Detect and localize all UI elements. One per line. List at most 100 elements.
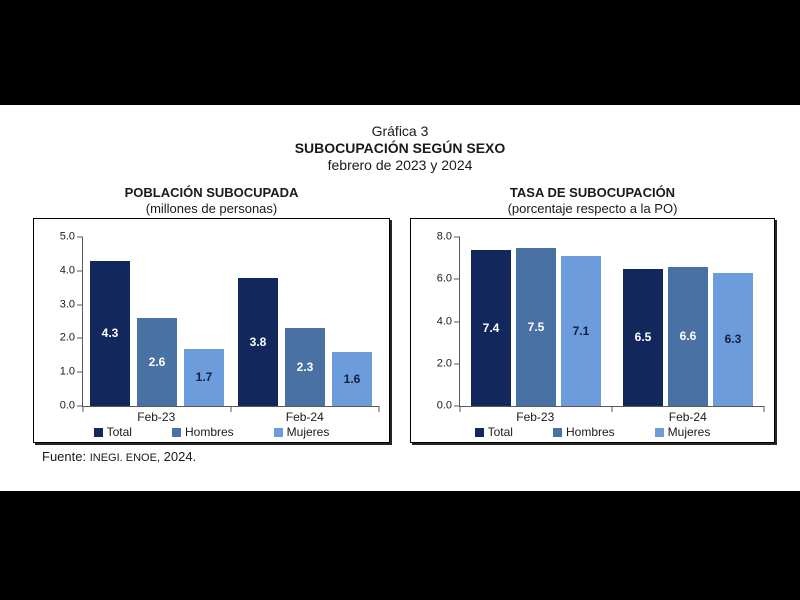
- plot-area: 8.0 6.0 4.0 2.0 0.0 7.4 7.5 7.1 6.5 6.6 6.3: [437, 231, 765, 412]
- bar-value-label: 6.5: [634, 330, 652, 345]
- x-tick-mark: [230, 406, 232, 412]
- bar-hombres-feb-23: 7.5: [516, 247, 556, 406]
- bar-total-feb-24: 6.5: [623, 268, 663, 406]
- plot-area: 5.0 4.0 3.0 2.0 1.0 0.0 4.3 2.6 1.7 3.8 2.3 1.6: [60, 231, 380, 412]
- bar-group-feb-24: 3.8 2.3 1.6: [231, 237, 379, 406]
- y-tick-mark: [77, 337, 83, 339]
- x-tick-mark: [378, 406, 380, 412]
- x-category-label: Feb-23: [137, 410, 176, 424]
- bar-mujeres-feb-23: 7.1: [561, 256, 601, 406]
- x-axis-labels: Feb-23 Feb-24: [459, 410, 764, 424]
- chart-panel: 8.0 6.0 4.0 2.0 0.0 7.4 7.5 7.1 6.5 6.6 6.3 Feb-23…: [410, 218, 775, 443]
- x-category-label: Feb-24: [668, 410, 707, 424]
- source-prefix: Fuente:: [42, 449, 87, 464]
- bar-total-feb-24: 3.8: [238, 277, 278, 406]
- bar-value-label: 2.3: [296, 360, 314, 375]
- x-tick-mark: [82, 406, 84, 412]
- y-tick-mark: [454, 321, 460, 322]
- legend-item-total: Total: [474, 425, 513, 439]
- bar-total-feb-23: 7.4: [471, 249, 511, 406]
- y-tick-mark: [77, 304, 83, 306]
- bar-value-label: 7.4: [482, 320, 500, 335]
- bar-group-feb-23: 7.4 7.5 7.1: [460, 237, 612, 406]
- bar-value-label: 3.8: [249, 334, 267, 349]
- figure-title: SUBOCUPACIÓN SEGÚN SEXO: [294, 140, 506, 156]
- bar-mujeres-feb-24: 1.6: [332, 351, 372, 406]
- chart-poblacion-subocupada: POBLACIÓN SUBOCUPADA (millones de person…: [33, 185, 390, 443]
- chart-title: POBLACIÓN SUBOCUPADA: [124, 185, 299, 200]
- legend-item-mujeres: Mujeres: [273, 425, 330, 439]
- y-tick-label: 1.0: [59, 365, 75, 378]
- bar-value-label: 1.7: [195, 370, 213, 385]
- chart-panel: 5.0 4.0 3.0 2.0 1.0 0.0 4.3 2.6 1.7 3.8 2.3 1.6 Feb…: [33, 218, 390, 443]
- figure-header: Gráfica 3 SUBOCUPACIÓN SEGÚN SEXO febrer…: [0, 123, 800, 174]
- legend-swatch-icon: [654, 427, 664, 437]
- y-tick-label: 4.0: [59, 264, 75, 277]
- bar-group-feb-24: 6.5 6.6 6.3: [612, 237, 764, 406]
- x-category-label: Feb-24: [285, 410, 324, 424]
- legend-label: Hombres: [184, 425, 234, 439]
- x-tick-mark: [763, 406, 765, 412]
- bar-value-label: 7.5: [527, 319, 545, 334]
- figure-number: Gráfica 3: [371, 123, 429, 139]
- bar-groups: 7.4 7.5 7.1 6.5 6.6 6.3: [460, 237, 764, 406]
- bar-value-label: 1.6: [343, 371, 361, 386]
- bar-mujeres-feb-23: 1.7: [184, 348, 224, 406]
- y-tick-label: 6.0: [436, 272, 452, 285]
- chart-legend: Total Hombres Mujeres: [411, 425, 774, 439]
- chart-legend: Total Hombres Mujeres: [34, 425, 389, 439]
- chart-tasa-subocupacion: TASA DE SUBOCUPACIÓN (porcentaje respect…: [410, 185, 775, 443]
- legend-swatch-icon: [171, 427, 181, 437]
- y-tick-mark: [454, 363, 460, 365]
- y-tick-mark: [454, 405, 460, 407]
- legend-label: Mujeres: [286, 425, 330, 439]
- bar-value-label: 4.3: [101, 326, 119, 341]
- y-tick-label: 4.0: [436, 315, 452, 327]
- bar-group-feb-23: 4.3 2.6 1.7: [83, 237, 231, 406]
- legend-swatch-icon: [93, 427, 103, 437]
- y-tick-label: 8.0: [436, 230, 452, 243]
- y-tick-label: 0.0: [436, 399, 452, 412]
- chart-title: TASA DE SUBOCUPACIÓN: [509, 185, 676, 200]
- source-institution: INEGI. ENOE,: [89, 452, 161, 464]
- x-tick-mark: [459, 406, 461, 412]
- y-tick-mark: [77, 371, 83, 373]
- legend-swatch-icon: [273, 427, 283, 437]
- legend-label: Hombres: [565, 425, 615, 439]
- y-tick-mark: [454, 236, 460, 238]
- legend-item-total: Total: [93, 425, 132, 439]
- source-year: 2024.: [163, 449, 197, 464]
- y-tick-label: 0.0: [59, 399, 75, 412]
- legend-label: Total: [106, 425, 132, 439]
- x-tick-mark: [611, 406, 613, 412]
- y-tick-mark: [77, 236, 83, 238]
- chart-canvas: Gráfica 3 SUBOCUPACIÓN SEGÚN SEXO febrer…: [0, 105, 800, 491]
- y-tick-label: 2.0: [436, 357, 452, 370]
- legend-swatch-icon: [474, 427, 484, 437]
- legend-swatch-icon: [552, 427, 562, 437]
- legend-item-mujeres: Mujeres: [654, 425, 710, 439]
- bar-hombres-feb-24: 6.6: [668, 266, 708, 406]
- source-note: Fuente: INEGI. ENOE, 2024.: [42, 449, 196, 464]
- y-tick-label: 5.0: [59, 230, 75, 243]
- bar-value-label: 2.6: [148, 355, 166, 370]
- bar-hombres-feb-24: 2.3: [285, 328, 325, 406]
- bar-total-feb-23: 4.3: [90, 260, 130, 406]
- x-axis-labels: Feb-23 Feb-24: [82, 410, 379, 424]
- figure-period: febrero de 2023 y 2024: [327, 157, 473, 173]
- y-tick-mark: [77, 405, 83, 407]
- legend-item-hombres: Hombres: [171, 425, 234, 439]
- legend-item-hombres: Hombres: [552, 425, 615, 439]
- y-tick-mark: [77, 270, 83, 272]
- legend-label: Total: [487, 425, 513, 439]
- bar-groups: 4.3 2.6 1.7 3.8 2.3 1.6: [83, 237, 379, 406]
- bar-mujeres-feb-24: 6.3: [713, 272, 753, 406]
- bar-value-label: 7.1: [572, 324, 590, 338]
- y-tick-label: 3.0: [59, 298, 75, 311]
- bar-hombres-feb-23: 2.6: [137, 318, 177, 406]
- chart-subtitle: (porcentaje respecto a la PO): [507, 201, 678, 216]
- y-tick-label: 2.0: [59, 331, 75, 344]
- bar-value-label: 6.6: [679, 329, 697, 344]
- x-category-label: Feb-23: [516, 410, 555, 424]
